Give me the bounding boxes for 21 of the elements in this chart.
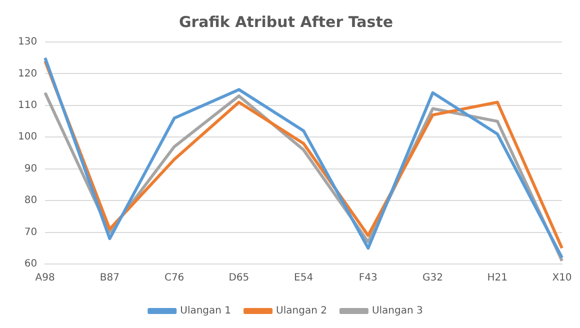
legend-label: Ulangan 1 bbox=[180, 306, 232, 317]
y-tick-label: 100 bbox=[18, 132, 38, 143]
y-tick-label: 90 bbox=[24, 163, 38, 174]
x-tick-label: D65 bbox=[228, 272, 250, 284]
x-tick-label: H21 bbox=[487, 272, 508, 284]
x-tick-label: A98 bbox=[35, 272, 55, 284]
y-tick-label: 120 bbox=[18, 68, 38, 80]
x-tick-label: F43 bbox=[358, 272, 378, 284]
x-tick-label: G32 bbox=[422, 272, 444, 284]
legend-label: Ulangan 2 bbox=[276, 306, 327, 317]
legend-label: Ulangan 3 bbox=[372, 306, 423, 317]
y-tick-label: 130 bbox=[18, 36, 38, 48]
y-tick-label: 60 bbox=[24, 258, 38, 270]
x-tick-label: B87 bbox=[100, 272, 120, 284]
x-tick-label: C76 bbox=[164, 272, 184, 284]
x-tick-label: E54 bbox=[294, 272, 314, 284]
y-tick-label: 70 bbox=[24, 226, 38, 238]
y-tick-label: 110 bbox=[18, 100, 38, 112]
y-tick-label: 80 bbox=[24, 195, 38, 206]
chart-title: Grafik Atribut After Taste bbox=[178, 12, 394, 31]
x-tick-label: X10 bbox=[552, 272, 572, 284]
